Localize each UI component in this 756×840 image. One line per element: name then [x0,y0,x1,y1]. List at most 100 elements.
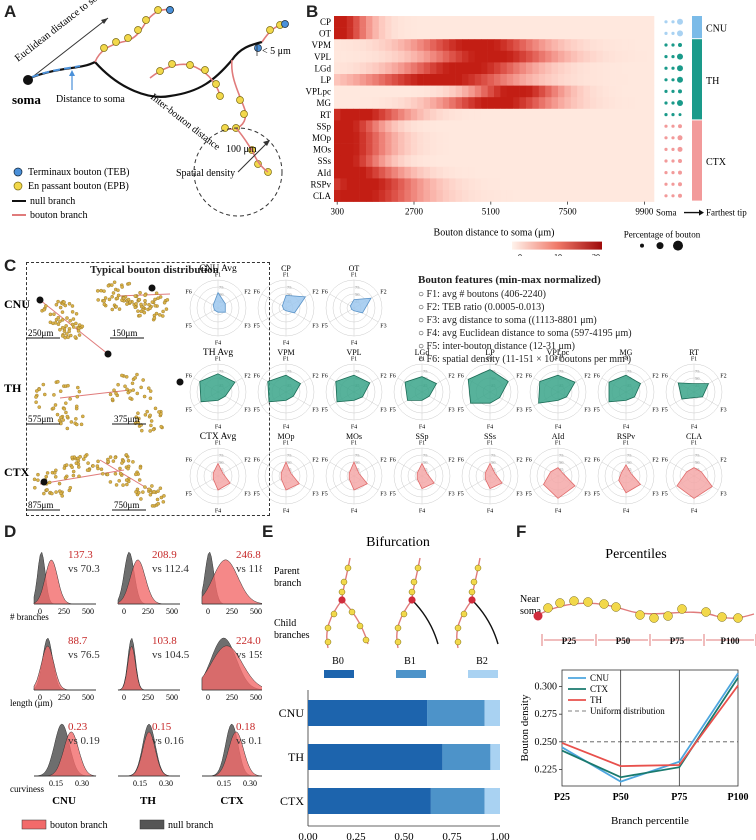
heatmap-cell [462,178,469,191]
heatmap-cell [628,143,636,156]
heatmap-cell [436,27,444,40]
heatmap-cell [551,190,559,202]
heatmap-cell [500,50,508,63]
heatmap-cell [474,50,482,63]
radar-axis-label: F3 [380,324,386,330]
heatmap-cell [410,74,418,86]
heatmap-cell [634,50,642,63]
heatmap-cell [455,143,463,156]
euclid-arrow [25,17,109,83]
heatmap-cell [423,50,431,63]
soma-dot-marker [664,171,668,175]
radar-polygon [267,374,302,403]
heatmap-cell [628,85,636,98]
line-legend-uniform: Uniform distribution [590,706,665,716]
radar-axis-label: F1 [215,441,221,447]
radar-polygon [467,369,509,404]
heatmap-cell [564,166,572,179]
line-legend-item: CTX [590,684,609,694]
dist-tick: 250 [142,607,154,616]
heatmap-cell [647,178,655,191]
heatmap-cell [372,132,380,144]
heatmap-cell [391,97,399,110]
heatmap-cell [500,108,508,121]
panel-label-b: B [306,2,319,21]
heatmap-cell [346,120,354,133]
heatmap-cell [423,178,431,191]
heatmap-cell [359,120,367,133]
heatmap-cell [481,39,488,52]
heatmap-cell [532,155,540,168]
dist-value-bouton: 246.8 [236,549,261,561]
heatmap-cell [590,178,597,191]
heatmap-cell [590,62,597,75]
radar-axis-label: F2 [448,374,454,380]
radar-polygon [212,291,226,313]
heatmap-cell [590,85,597,98]
heatmap-cell [622,97,629,110]
dist-col-label: CNU [52,795,76,807]
heatmap-cell [340,108,348,121]
heatmap-cell [481,50,488,63]
radar-axis-label: F3 [380,492,386,498]
scale-bar-label: 575μm [28,414,53,424]
heatmap-cell [366,85,373,98]
radar-axis-label: F5 [593,492,599,498]
heatmap-cell [628,120,636,133]
heatmap-cell [378,39,386,52]
heatmap-cell [615,120,623,133]
heatmap-cell [647,132,655,144]
heatmap-cell [602,143,610,156]
heatmap-cell [564,62,572,75]
heatmap-cell [577,132,584,144]
radar-tick: 75 [695,369,700,374]
heatmap-cell [398,74,405,86]
heatmap-cell [526,74,533,86]
dist-tick: 0 [38,607,42,616]
legend-null: null branch [30,196,75,207]
heatmap-cell [628,97,636,110]
heatmap-cell [404,97,412,110]
radar-axis-label: F3 [720,408,726,414]
radar-axis-label: F6 [593,458,599,464]
heatmap-cell [545,97,552,110]
heatmap-cell [558,155,565,168]
heatmap-cell [609,16,616,28]
soma-dot-marker [664,78,668,82]
legend-bouton-branch: bouton branch [50,820,108,831]
heatmap-cell [340,97,348,110]
line-ytick: 0.275 [535,709,558,720]
heatmap-cell [558,27,565,40]
heatmap-cell [353,143,360,156]
heatmap-cell [391,108,399,121]
heatmap-row-label: OT [319,29,331,39]
heatmap-cell [583,39,591,52]
heatmap-cell [417,190,424,202]
heatmap-cell [590,108,597,121]
heatmap-cell [334,132,341,144]
radar-axis-label: F3 [652,408,658,414]
heatmap-cell [558,85,565,98]
radius-label: 100 μm [226,144,257,155]
heatmap-cell [494,190,501,202]
heatmap-cell [590,74,597,86]
heatmap-cell [647,50,655,63]
heatmap-cell [487,120,495,133]
heatmap-cell [391,74,399,86]
heatmap-cell [468,74,476,86]
heatmap-cell [551,16,559,28]
heatmap-cell [449,74,456,86]
heatmap-cell [538,178,546,191]
heatmap-cell [455,178,463,191]
heatmap-cell [615,143,623,156]
radar-title: VPL [346,348,361,357]
radar-axis-label: F4 [419,509,425,515]
dist-tick: 0.15 [133,779,147,788]
heatmap-row-label: LGd [315,63,332,73]
radar-axis-label: F2 [516,458,522,464]
heatmap-cell [583,166,591,179]
heatmap-cell [513,85,520,98]
scale-bar-label: 875μm [28,500,53,510]
bif-type-swatch [468,670,498,678]
